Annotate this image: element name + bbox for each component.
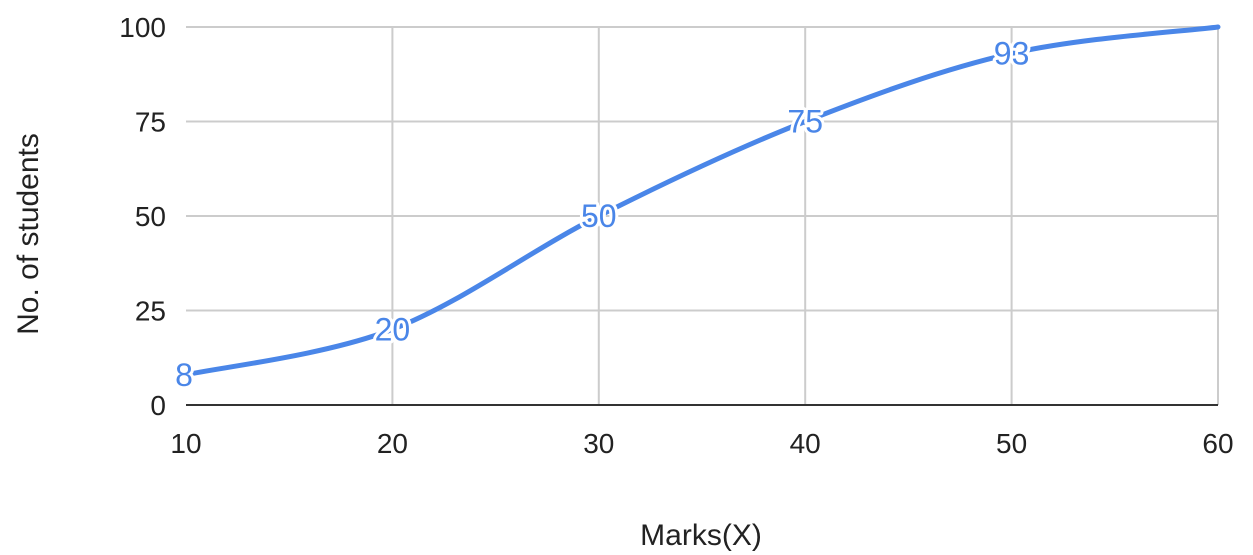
y-axis-title: No. of students: [12, 133, 45, 335]
x-tick-label: 20: [377, 428, 408, 459]
y-tick-label: 100: [119, 12, 166, 43]
x-tick-label: 40: [790, 428, 821, 459]
x-tick-label: 50: [996, 428, 1027, 459]
x-axis-ticks: 10 20 30 40 50 60: [170, 428, 1233, 459]
series-line: [183, 24, 1221, 378]
y-tick-label: 50: [135, 201, 166, 232]
grid-lines: [186, 26, 1219, 405]
data-label: 50: [581, 198, 617, 234]
data-labels: 8 20 50 75 93: [172, 32, 1032, 395]
data-label: 75: [787, 104, 823, 140]
data-label: 8: [175, 357, 193, 393]
data-label: 93: [994, 35, 1030, 71]
y-tick-label: 75: [135, 107, 166, 138]
x-axis-title: Marks(X): [640, 519, 762, 552]
y-tick-label: 25: [135, 296, 166, 327]
y-tick-label: 0: [150, 390, 166, 421]
x-tick-label: 30: [583, 428, 614, 459]
x-tick-label: 10: [170, 428, 201, 459]
data-label: 20: [375, 311, 411, 347]
x-tick-label: 60: [1202, 428, 1233, 459]
series-group: [183, 24, 1221, 378]
y-axis-ticks: 0 25 50 75 100: [119, 12, 166, 421]
